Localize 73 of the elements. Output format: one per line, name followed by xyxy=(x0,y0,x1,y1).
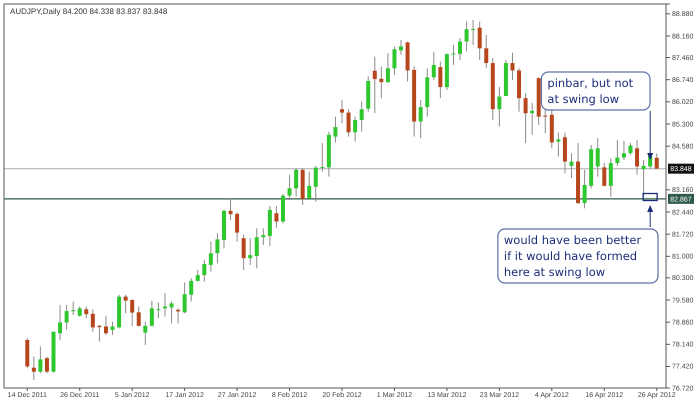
candlestick xyxy=(162,292,167,318)
candlestick xyxy=(235,212,240,242)
candlestick xyxy=(602,162,606,187)
chart-title: AUDJPY,Daily 84.200 84.338 83.837 83.848 xyxy=(10,7,168,16)
candlestick xyxy=(386,52,390,84)
candlestick xyxy=(294,168,298,198)
candlestick xyxy=(654,153,659,170)
candlestick xyxy=(90,308,95,332)
candlestick xyxy=(314,165,318,202)
candlestick xyxy=(543,108,548,134)
candlestick xyxy=(104,315,108,336)
candlestick xyxy=(608,158,613,198)
candlestick xyxy=(510,52,514,80)
candlestick xyxy=(274,205,278,228)
candlestick xyxy=(143,321,148,346)
candlestick xyxy=(261,228,266,246)
candlestick xyxy=(208,241,213,272)
candlestick xyxy=(130,298,134,326)
candlestick xyxy=(360,101,364,132)
candlestick xyxy=(78,306,82,318)
candlestick xyxy=(333,116,338,143)
candlestick xyxy=(622,140,626,160)
candlestick xyxy=(196,269,200,282)
candlestick xyxy=(170,301,174,324)
candlestick xyxy=(242,234,246,270)
candlestick xyxy=(176,308,180,324)
candlestick xyxy=(432,51,436,80)
candlestick xyxy=(556,132,560,158)
candlestick xyxy=(346,108,351,138)
annotation: would have been better if it would have formed here at swing low xyxy=(504,233,642,279)
candlestick xyxy=(392,46,396,76)
candlestick xyxy=(635,140,640,176)
candlestick xyxy=(478,21,482,60)
candlestick xyxy=(182,282,187,314)
candlestick xyxy=(524,92,528,144)
candlestick xyxy=(582,169,587,209)
candlestick xyxy=(569,152,574,179)
candlestick xyxy=(136,306,141,327)
candlestick xyxy=(615,140,620,166)
candlestick xyxy=(71,301,76,316)
candlestick xyxy=(44,356,49,374)
candlestick xyxy=(156,302,160,319)
candlestick xyxy=(484,34,488,69)
candlestick xyxy=(438,61,442,99)
candlestick xyxy=(189,278,194,302)
candlestick xyxy=(307,171,312,200)
candlestick xyxy=(150,300,154,327)
candlestick xyxy=(372,56,377,114)
candlestick xyxy=(418,100,423,139)
candlestick xyxy=(458,38,462,60)
candlestick xyxy=(399,40,404,56)
candlestick xyxy=(254,228,259,269)
candlestick xyxy=(124,294,128,314)
candlestick xyxy=(288,174,292,200)
candlestick xyxy=(596,138,600,178)
candlestick xyxy=(110,321,115,336)
candlestick xyxy=(215,232,220,264)
candlestick xyxy=(497,86,502,127)
candlestick xyxy=(84,306,88,319)
candlestick xyxy=(320,142,324,172)
candlestick xyxy=(202,260,206,282)
candlestick xyxy=(471,20,476,46)
candlestick xyxy=(248,238,252,266)
candlestick xyxy=(64,304,69,330)
candlestick xyxy=(32,356,36,380)
candlestick xyxy=(340,100,344,124)
candlestick xyxy=(628,142,632,156)
candlestick xyxy=(464,21,469,52)
candlestick xyxy=(58,304,62,340)
annotation: pinbar, but not at swing low xyxy=(547,76,634,106)
candlestick xyxy=(451,44,456,66)
candlestick xyxy=(353,116,358,142)
candlestick xyxy=(38,346,42,374)
